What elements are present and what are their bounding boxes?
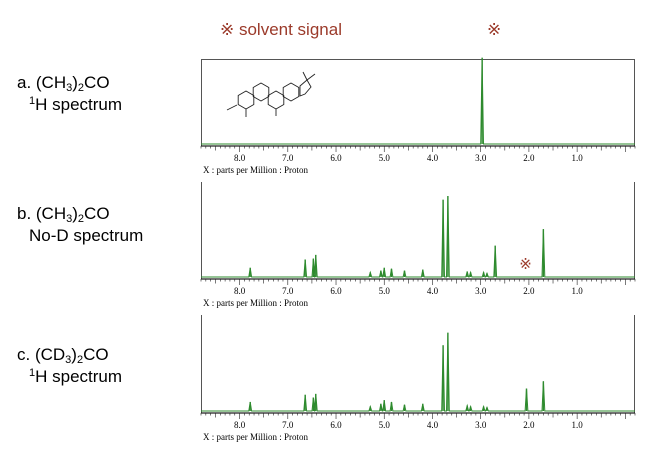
spectrum-b-solvent: b. (CH3)2CO (17, 204, 110, 225)
spectrum-trace (201, 195, 635, 278)
solvent-signal-note: ※ solvent signal (220, 20, 342, 39)
solvent-marker-top: ※ (487, 20, 502, 39)
x-tick-label: 7.0 (282, 420, 294, 430)
spectrum-c-label: c. (CD3)2CO 1H spectrum (17, 344, 122, 388)
spectrum-c-panel: 8.0 7.0 6.0 5.0 4.0 3.0 2.0 1.0 X : parts per Mi… (200, 315, 636, 448)
x-tick-label: 1.0 (572, 286, 584, 296)
spectrum-trace (201, 57, 635, 145)
x-tick-label: 4.0 (427, 420, 439, 430)
x-tick-label: 4.0 (427, 153, 439, 163)
x-tick-label: 2.0 (523, 286, 535, 296)
spectrum-c-solvent: c. (CD3)2CO (17, 345, 109, 366)
x-tick-label: 8.0 (234, 420, 246, 430)
spectrum-c-type: 1H spectrum (29, 367, 123, 386)
x-tick-label: 5.0 (379, 420, 391, 430)
x-tick-label: 2.0 (523, 420, 535, 430)
x-tick-label: 5.0 (379, 286, 391, 296)
x-tick-label: 3.0 (475, 286, 487, 296)
x-tick-label: 2.0 (523, 153, 535, 163)
spectrum-trace (201, 332, 635, 412)
spectrum-a-type: 1H spectrum (29, 95, 123, 114)
x-tick-label: 6.0 (330, 286, 342, 296)
x-axis-label: X : parts per Million : Proton (203, 165, 308, 175)
structure-inset (226, 71, 316, 117)
x-tick-label: 6.0 (330, 153, 342, 163)
spectrum-a-solvent: a. (CH3)2CO (17, 73, 110, 94)
spectrum-a-label: a. (CH3)2CO 1H spectrum (17, 72, 122, 116)
x-tick-label: 7.0 (282, 286, 294, 296)
spectrum-b-plot: 8.0 7.0 6.0 5.0 4.0 3.0 2.0 1.0 X : parts per Mi… (200, 182, 636, 308)
solvent-marker-inline: ※ (519, 255, 532, 273)
x-tick-label: 8.0 (234, 153, 246, 163)
spectrum-b-panel: 8.0 7.0 6.0 5.0 4.0 3.0 2.0 1.0 X : parts per Mi… (200, 182, 636, 315)
x-tick-label: 8.0 (234, 286, 246, 296)
x-tick-label: 1.0 (572, 420, 584, 430)
x-axis-label: X : parts per Million : Proton (203, 298, 308, 308)
x-tick-label: 3.0 (475, 153, 487, 163)
x-tick-label: 3.0 (475, 420, 487, 430)
spectrum-b-label: b. (CH3)2CO No-D spectrum (17, 203, 143, 247)
x-tick-label: 4.0 (427, 286, 439, 296)
x-tick-label: 1.0 (572, 153, 584, 163)
x-tick-label: 7.0 (282, 153, 294, 163)
spectrum-a-plot: 8.0 7.0 6.0 5.0 4.0 3.0 2.0 1.0 X : parts per Mi… (200, 57, 636, 175)
spectrum-c-plot: 8.0 7.0 6.0 5.0 4.0 3.0 2.0 1.0 X : parts per Mi… (200, 315, 636, 442)
x-tick-label: 6.0 (330, 420, 342, 430)
spectrum-a-panel: 8.0 7.0 6.0 5.0 4.0 3.0 2.0 1.0 X : parts per Mi… (200, 50, 636, 182)
x-axis-label: X : parts per Million : Proton (203, 432, 308, 442)
spectrum-b-type: No-D spectrum (29, 226, 144, 245)
x-tick-label: 5.0 (379, 153, 391, 163)
header: ※ solvent signal ※ (0, 20, 652, 46)
